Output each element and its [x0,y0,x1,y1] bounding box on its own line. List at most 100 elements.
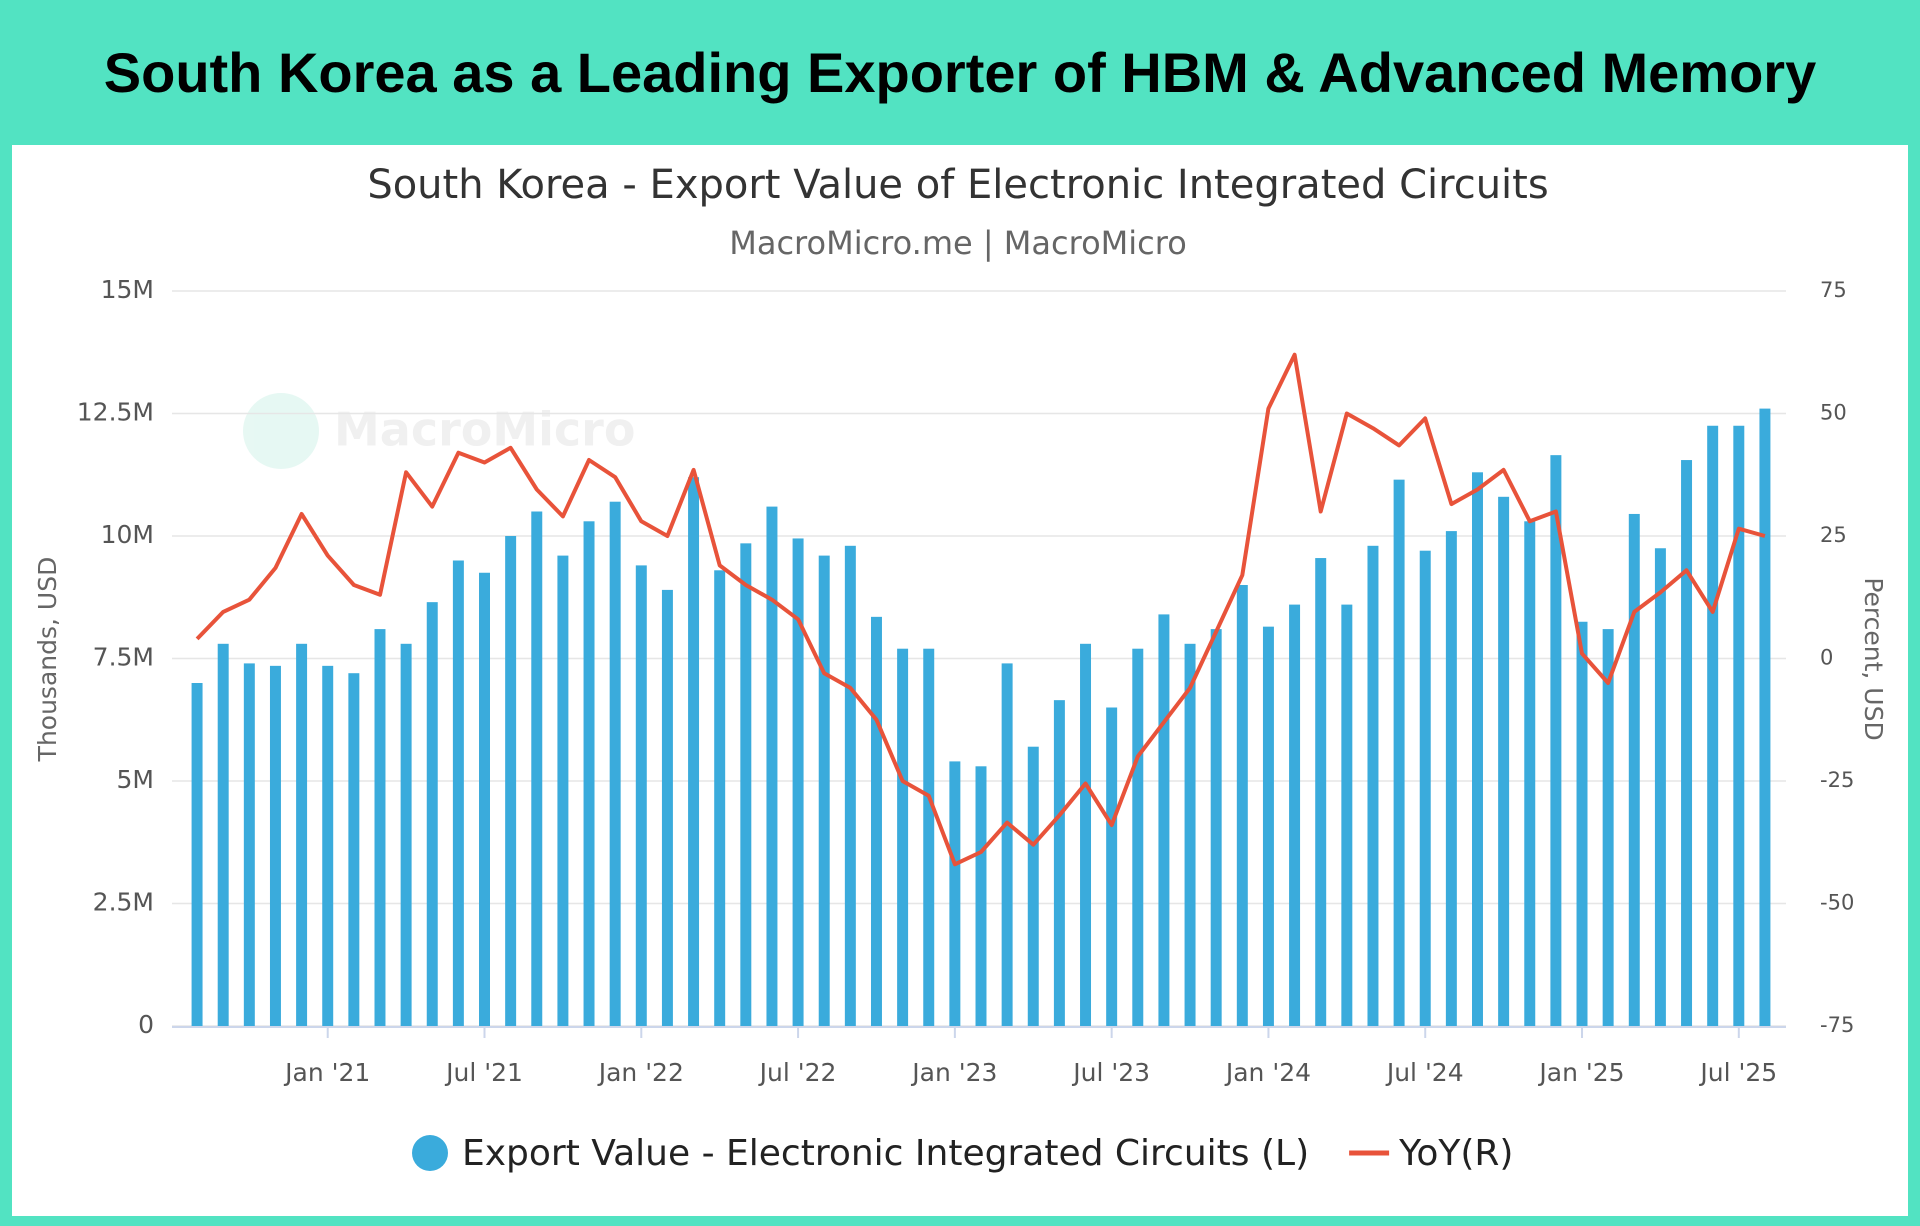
x-tick-label: Jul '23 [1071,1058,1150,1087]
bar [1027,746,1039,1026]
bar [1367,545,1379,1026]
bar [505,536,517,1026]
x-tick-label: Jan '23 [910,1058,997,1087]
bar [766,506,778,1027]
bar [583,521,595,1026]
y2-tick-label: 0 [1820,646,1833,670]
y2-tick-label: -25 [1820,768,1854,792]
bar [1759,408,1771,1027]
bar [452,560,464,1026]
bar [740,543,752,1026]
bar [348,673,360,1026]
y2-tick-label: 25 [1820,523,1847,547]
bar [243,663,255,1026]
y-tick-label: 0 [138,1010,154,1039]
watermark-logo [243,393,319,469]
bar [1524,521,1536,1026]
bar [191,683,203,1026]
x-tick-label: Jan '24 [1224,1058,1311,1087]
bar [1053,700,1065,1026]
bar [1184,643,1196,1026]
x-tick-label: Jan '21 [283,1058,370,1087]
x-tick-label: Jul '21 [444,1058,523,1087]
y2-tick-label: -75 [1820,1013,1854,1037]
bar [269,665,281,1026]
bar [296,643,308,1026]
bar [635,565,647,1026]
legend-label: Export Value - Electronic Integrated Cir… [462,1133,1309,1174]
y2-tick-label: 50 [1820,401,1847,425]
bar [1602,629,1614,1026]
bar [1262,626,1274,1026]
bar [1106,707,1118,1026]
y-tick-label: 2.5M [93,888,154,917]
bar [688,477,700,1026]
chart: South Korea - Export Value of Electronic… [12,145,1908,1216]
chart-title: South Korea - Export Value of Electronic… [367,162,1548,208]
y2-tick-label: 75 [1820,278,1847,302]
bar [1733,425,1745,1026]
bar [1001,663,1013,1026]
banner-title: South Korea as a Leading Exporter of HBM… [103,41,1817,104]
bar [531,511,543,1026]
bar [1707,425,1719,1026]
bar [1472,472,1483,1026]
x-tick-label: Jan '22 [597,1058,684,1087]
bar [1341,604,1353,1026]
bar [557,555,569,1026]
bar [1236,585,1248,1026]
bar [609,501,621,1026]
bar [1628,513,1640,1026]
bar [1158,614,1170,1026]
bar [1654,548,1666,1026]
bar [217,643,229,1026]
bar [1445,531,1457,1026]
y-tick-label: 10M [101,520,154,549]
watermark: MacroMicro [334,403,635,457]
bar [322,665,334,1026]
bar [897,648,909,1026]
y-tick-label: 7.5M [93,643,154,672]
chart-subtitle: MacroMicro.me | MacroMicro [729,224,1187,262]
y-tick-label: 12.5M [77,398,154,427]
bar [479,572,490,1026]
x-tick-label: Jul '25 [1698,1058,1777,1087]
bar [400,643,412,1026]
bar [1132,648,1144,1026]
y2-axis-title: Percent, USD [1859,577,1888,740]
bar [1393,479,1405,1026]
bar [1419,550,1431,1026]
bar [1315,558,1327,1026]
x-tick-label: Jul '22 [758,1058,837,1087]
bar [1681,460,1693,1026]
bar [661,589,673,1026]
y-axis-title: Thousands, USD [33,557,62,763]
y-tick-label: 5M [117,765,154,794]
bar [923,648,935,1026]
bar [975,766,987,1026]
legend-marker [412,1135,448,1171]
y-tick-label: 15M [101,275,154,304]
bar [792,538,804,1026]
bar [818,555,830,1026]
bar [714,570,726,1026]
bar [1550,455,1562,1026]
bar [844,545,856,1026]
x-tick-label: Jul '24 [1385,1058,1464,1087]
y2-tick-label: -50 [1820,891,1854,915]
line [195,352,1766,867]
bar [426,602,438,1026]
bar [949,761,961,1026]
bar [870,616,882,1026]
bar [1289,604,1301,1026]
bar [1576,621,1588,1026]
legend-label: YoY(R) [1398,1133,1513,1174]
bar [1080,643,1092,1026]
bar [1498,496,1510,1026]
bar [374,629,386,1026]
x-tick-label: Jan '25 [1537,1058,1624,1087]
legend: Export Value - Electronic Integrated Cir… [412,1133,1513,1174]
bar [1210,629,1222,1026]
watermark-group: MacroMicro [243,393,635,469]
